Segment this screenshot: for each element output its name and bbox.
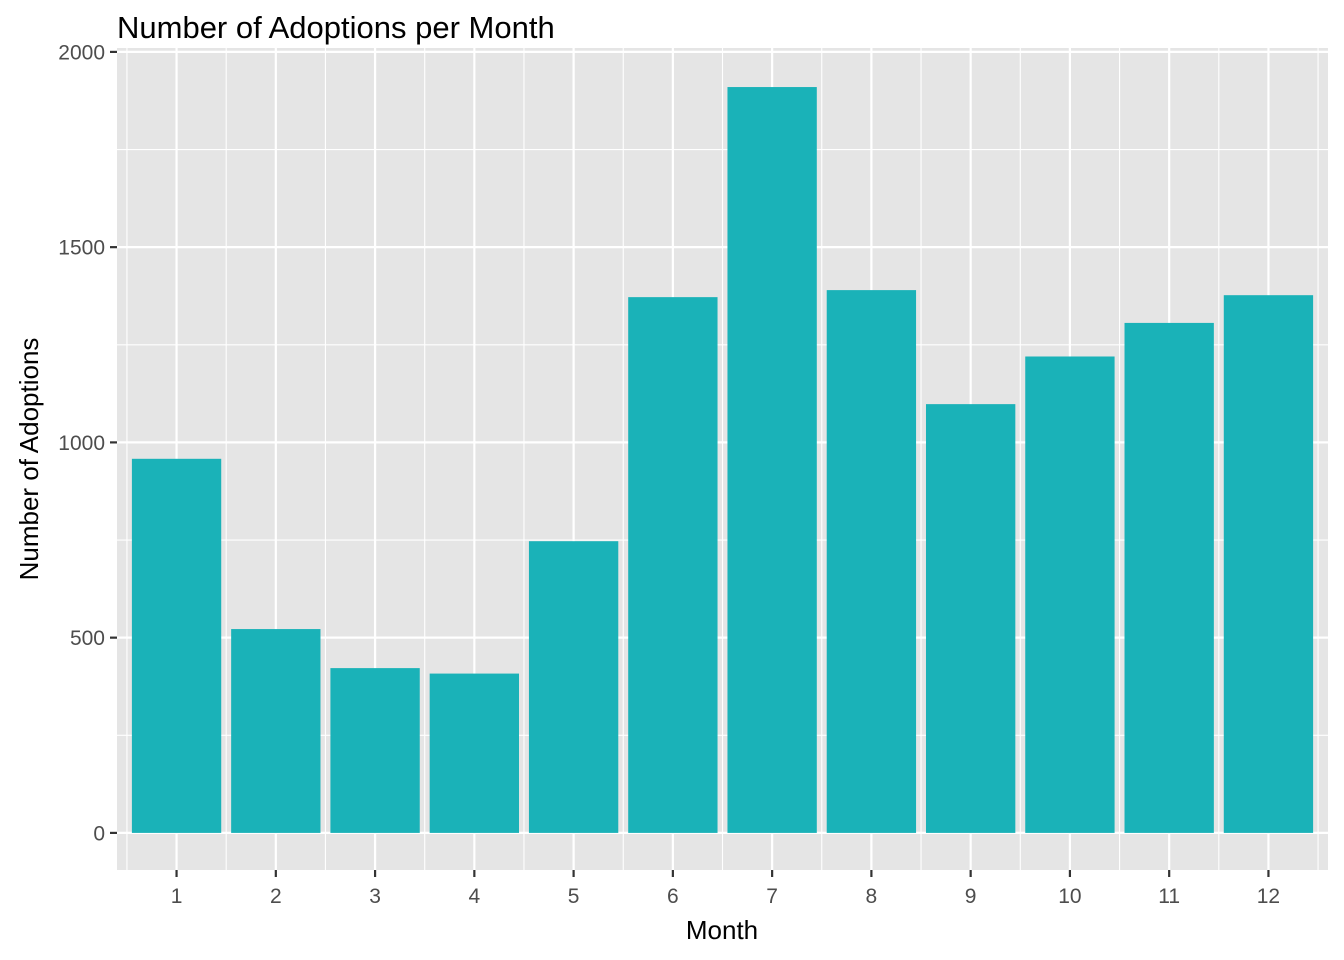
y-tick-label: 500 — [70, 627, 105, 650]
x-tick-label: 7 — [766, 885, 778, 908]
x-tick-label: 5 — [568, 885, 580, 908]
x-tick-label: 12 — [1257, 885, 1280, 908]
bar-month-5 — [528, 541, 619, 833]
bar-month-10 — [1025, 356, 1115, 833]
x-tick-label: 10 — [1058, 885, 1081, 908]
y-axis: 0 500 1000 1500 2000 — [58, 41, 117, 845]
bar-month-8 — [826, 290, 917, 833]
x-tick-label: 1 — [171, 885, 183, 908]
x-tick-label: 4 — [469, 885, 481, 908]
bar-month-2 — [231, 629, 321, 833]
minor-gridlines-x — [126, 48, 1319, 870]
y-tick-label: 2000 — [58, 41, 105, 64]
bar-month-9 — [925, 404, 1016, 833]
x-tick-label: 11 — [1158, 885, 1180, 908]
y-tick-label: 1500 — [58, 237, 105, 260]
y-tick-label: 1000 — [58, 432, 105, 455]
bar-month-4 — [429, 673, 520, 833]
y-axis-title: Number of Adoptions — [14, 338, 44, 581]
x-tick-label: 6 — [667, 885, 679, 908]
bar-month-3 — [330, 668, 420, 833]
bar-month-7 — [727, 87, 817, 833]
bar-month-12 — [1223, 295, 1314, 833]
bars — [131, 87, 1314, 833]
x-tick-label: 3 — [369, 885, 381, 908]
bar-month-1 — [131, 458, 222, 833]
bar-month-6 — [628, 297, 718, 833]
x-tick-label: 8 — [866, 885, 878, 908]
bar-month-11 — [1124, 322, 1214, 833]
x-tick-label: 2 — [270, 885, 282, 908]
x-axis-title: Month — [686, 915, 758, 945]
x-tick-label: 9 — [965, 885, 977, 908]
y-tick-label: 0 — [93, 822, 105, 845]
x-axis: 1 2 3 4 5 6 7 8 9 10 11 12 — [171, 870, 1280, 908]
chart-title: Number of Adoptions per Month — [117, 10, 555, 45]
